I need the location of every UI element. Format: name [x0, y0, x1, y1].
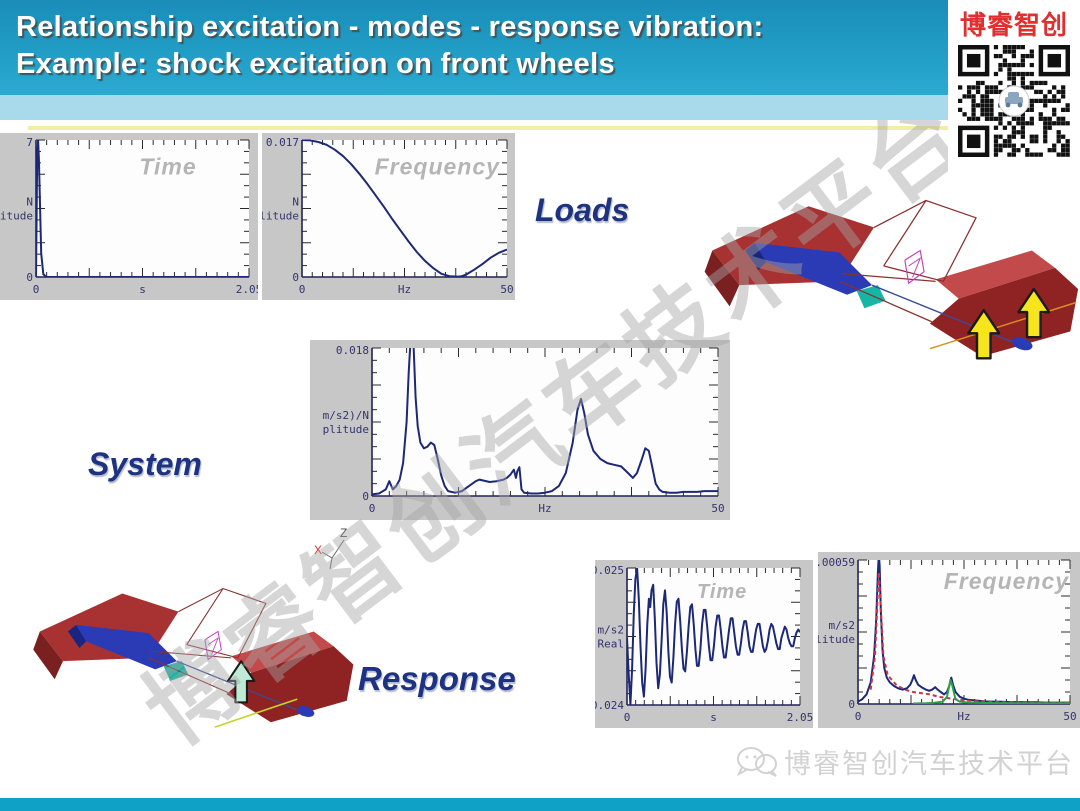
svg-text:Frequency: Frequency	[944, 568, 1070, 594]
svg-text:0: 0	[33, 283, 40, 296]
header-accent-strip	[0, 95, 948, 120]
response-frequency-chart-panel: Frequency 0.00059 0 m/s2plitude 0 Hz 50	[818, 552, 1080, 728]
xz-axis-triad-icon: Z X	[314, 526, 347, 570]
svg-text:50: 50	[1063, 710, 1076, 723]
svg-text:0.00059: 0.00059	[818, 556, 855, 569]
svg-text:0.017: 0.017	[266, 136, 299, 149]
brand-logo-area: 博睿智创	[948, 0, 1080, 205]
footer-watermark-text: 博睿智创汽车技术平台	[784, 749, 1074, 780]
slide-header: Relationship excitation - modes - respon…	[0, 0, 948, 95]
svg-text:Real: Real	[598, 638, 625, 651]
svg-text:0: 0	[848, 698, 855, 711]
svg-text:0: 0	[362, 490, 369, 503]
svg-text:plitude: plitude	[0, 210, 33, 223]
car-model-response	[33, 587, 354, 728]
slide-title-line2: Example: shock excitation on front wheel…	[16, 48, 615, 80]
qr-code	[958, 45, 1070, 157]
svg-text:Hz: Hz	[957, 710, 970, 723]
svg-text:0: 0	[292, 271, 299, 284]
svg-text:-0.024: -0.024	[595, 699, 624, 712]
svg-text:N: N	[26, 196, 33, 209]
svg-text:plitude: plitude	[323, 423, 369, 436]
svg-text:0: 0	[855, 710, 862, 723]
system-label: System	[88, 446, 202, 482]
slide-title-line1: Relationship excitation - modes - respon…	[16, 11, 764, 43]
svg-text:Hz: Hz	[538, 502, 551, 515]
system-frf-chart-panel: 0.018 0 m/s2)/N plitude 0 Hz 50	[310, 340, 730, 520]
svg-text:m/s2: m/s2	[598, 624, 625, 637]
svg-text:0: 0	[299, 283, 306, 296]
svg-text:s: s	[139, 283, 146, 296]
svg-text:m/s2: m/s2	[829, 619, 856, 632]
bottom-accent-bar	[0, 798, 1080, 811]
svg-text:0.025: 0.025	[595, 564, 624, 577]
svg-text:Frequency: Frequency	[375, 153, 501, 179]
svg-text:50: 50	[500, 283, 513, 296]
svg-text:s: s	[710, 711, 717, 724]
svg-text:0.018: 0.018	[336, 344, 369, 357]
svg-text:0: 0	[369, 502, 376, 515]
svg-text:plitude: plitude	[262, 210, 299, 223]
svg-text:0: 0	[624, 711, 631, 724]
svg-text:m/s2)/N: m/s2)/N	[323, 409, 369, 422]
svg-text:2.05: 2.05	[236, 283, 258, 296]
svg-text:0: 0	[26, 271, 33, 284]
loads-label: Loads	[535, 192, 630, 228]
yellow-divider-line	[28, 126, 958, 130]
wechat-icon	[736, 746, 777, 777]
z-axis-label: Z	[340, 526, 347, 540]
svg-text:2.05: 2.05	[787, 711, 813, 724]
footer-watermark: 博睿智创汽车技术平台	[736, 742, 1074, 781]
response-frequency-chart: Frequency 0.00059 0 m/s2plitude 0 Hz 50	[818, 556, 1077, 723]
car-model-excitation	[704, 199, 1079, 360]
svg-text:plitude: plitude	[818, 633, 855, 646]
response-label: Response	[358, 660, 516, 697]
x-axis-label: X	[314, 543, 322, 557]
svg-text:Time: Time	[697, 581, 747, 603]
svg-text:N: N	[292, 196, 299, 209]
svg-text:7: 7	[26, 136, 33, 149]
svg-text:50: 50	[711, 502, 724, 515]
svg-text:Time: Time	[139, 153, 196, 179]
svg-text:Hz: Hz	[398, 283, 411, 296]
brand-logo-text: 博睿智创	[959, 11, 1068, 41]
